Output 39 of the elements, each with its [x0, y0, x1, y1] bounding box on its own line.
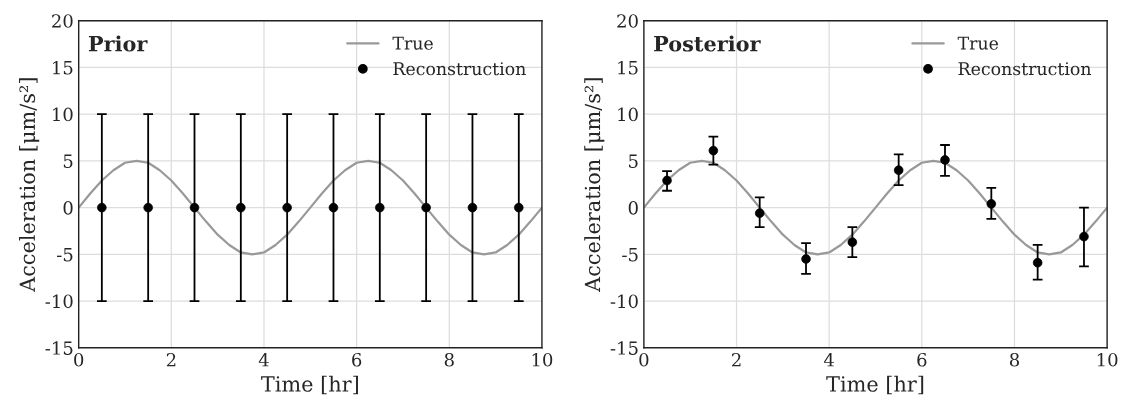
x-tick-label: 4	[258, 352, 269, 367]
y-tick-label: 0	[628, 201, 638, 215]
x-axis-title: Time [hr]	[826, 375, 924, 395]
legend-label: True	[957, 36, 999, 50]
x-tick-label: 4	[823, 352, 835, 367]
line-series	[78, 159, 542, 256]
y-tick-label: 10	[53, 107, 73, 122]
y-tick-label: 10	[618, 107, 638, 122]
x-tick-label: 8	[1009, 352, 1020, 367]
legend-label: Reconstruction	[393, 62, 526, 76]
x-tick-label: 6	[917, 352, 927, 367]
y-tick-label: 5	[629, 154, 638, 168]
x-tick-label: 0	[639, 352, 649, 367]
x-tick-label: 10	[532, 352, 553, 367]
y-tick-label: -10	[610, 294, 638, 309]
y-axis-title: Acceleration [μm/s²]	[584, 78, 605, 293]
y-tick-label: -15	[45, 341, 73, 355]
text: Posterior	[654, 35, 761, 52]
x-tick-label: 8	[444, 352, 454, 367]
y-tick-label: 15	[53, 60, 73, 75]
y-tick-label: -5	[622, 248, 638, 262]
y-tick-label: 20	[52, 14, 73, 28]
y-tick-label: -5	[57, 248, 73, 262]
y-tick-label: -10	[45, 294, 73, 309]
x-tick-label: 6	[352, 352, 362, 367]
x-tick-label: 2	[166, 352, 176, 367]
y-tick-label: 20	[617, 14, 638, 28]
y-tick-label: 15	[618, 60, 638, 75]
x-tick-label: 10	[1097, 352, 1118, 367]
text: Prior	[88, 35, 148, 52]
x-axis-title: Time [hr]	[261, 375, 358, 395]
y-axis-title: Acceleration [μm/s²]	[19, 78, 40, 293]
y-tick-label: -15	[610, 341, 638, 355]
y-tick-label: 5	[63, 154, 73, 168]
legend-label: True	[392, 36, 433, 50]
x-tick-label: 2	[732, 352, 741, 367]
legend-label: Reconstruction	[958, 62, 1092, 76]
x-tick-label: 0	[74, 352, 84, 367]
y-tick-label: 0	[63, 201, 73, 215]
